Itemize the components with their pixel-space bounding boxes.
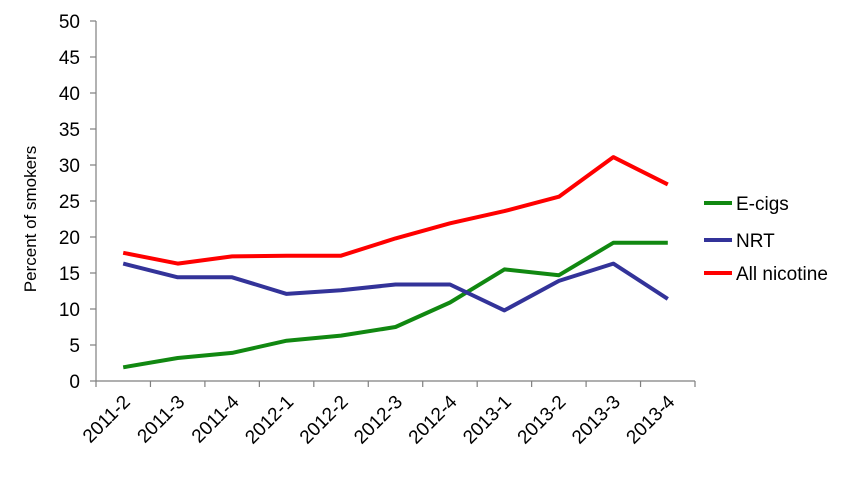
x-tick-label: 2012-2 [296,392,353,449]
x-axis-ticks: 2011-22011-32011-42012-12012-22012-32012… [79,381,696,449]
x-tick-label: 2011-4 [188,391,244,447]
y-tick-label: 10 [59,300,80,321]
x-tick-label: 2013-3 [568,392,625,449]
legend-label: All nicotine [736,264,828,285]
x-tick-label: 2013-2 [514,392,571,449]
y-tick-label: 45 [59,48,80,69]
legend: E-cigs NRT All nicotine [704,194,828,285]
series-line-nrt [122,261,669,313]
y-tick-label: 50 [59,12,80,33]
x-tick-label: 2011-3 [134,392,190,448]
y-tick-label: 5 [69,336,80,357]
x-tick-label: 2013-1 [459,392,516,449]
series-line-e-cigs [122,240,668,370]
y-axis-title: Percent of smokers [21,146,40,292]
series-lines [122,155,669,370]
x-tick-label: 2012-3 [350,392,407,449]
y-tick-label: 15 [59,264,80,285]
y-tick-label: 20 [59,228,80,249]
x-tick-label: 2012-4 [405,391,462,448]
y-tick-label: 25 [59,192,80,213]
y-tick-label: 30 [59,156,80,177]
legend-label: NRT [736,231,775,252]
x-tick-label: 2013-4 [623,391,680,448]
x-tick-label: 2012-1 [241,392,298,449]
legend-label: E-cigs [736,194,789,215]
y-axis-ticks: 0 5 10 15 20 25 30 35 40 45 50 [59,12,96,393]
y-tick-label: 0 [69,372,80,393]
series-line-all-nicotine [122,155,669,266]
x-tick-label: 2011-2 [79,392,135,448]
y-tick-label: 35 [59,120,80,141]
y-tick-label: 40 [59,84,80,105]
